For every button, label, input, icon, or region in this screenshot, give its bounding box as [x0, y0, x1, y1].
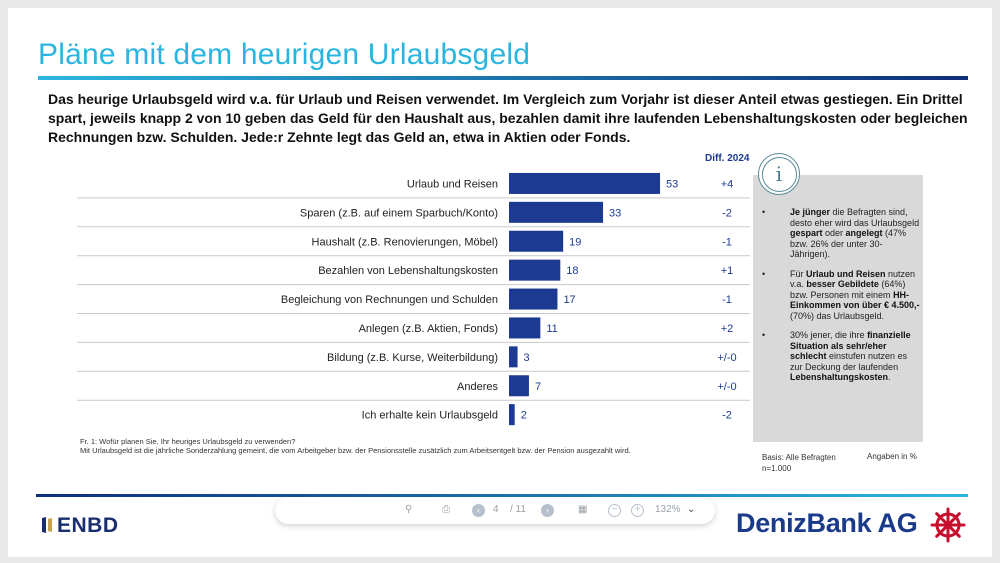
bar [509, 375, 529, 397]
info-bold-text: gespart [790, 228, 823, 238]
value-label: 19 [569, 236, 581, 248]
info-bold-text: besser Gebildete [806, 279, 879, 289]
ship-wheel-icon [930, 507, 966, 543]
info-bullet: • Je jünger die Befragten sind, desto ehe… [762, 207, 920, 260]
info-text: 30% jener, die ihre [790, 330, 868, 340]
diff-label: -2 [722, 410, 732, 422]
value-label: 2 [521, 410, 527, 422]
next-page-button[interactable]: › [541, 504, 554, 517]
page-title: Pläne mit dem heurigen Urlaubsgeld [38, 38, 531, 71]
info-text: die Befragten sind, desto eher wird das … [790, 207, 920, 228]
units-note: Angaben in % [867, 452, 917, 461]
value-label: 17 [563, 294, 575, 306]
chevron-down-icon[interactable]: ⌄ [687, 504, 696, 515]
category-label: Begleichung von Rechnungen und Schulden [281, 294, 498, 306]
info-icon: i [758, 153, 800, 195]
page-current[interactable]: 4 [493, 504, 499, 515]
diff-label: -1 [722, 294, 732, 306]
basis-label: Basis: Alle Befragten [762, 453, 836, 462]
bar [509, 201, 604, 223]
info-bullet: • 30% jener, die ihre finanzielle Situati… [762, 330, 920, 383]
info-bold-text: Je jünger [790, 207, 831, 217]
info-text: einstufen nutzen es zur Deckung der lauf… [790, 351, 908, 372]
info-text: oder [822, 228, 846, 238]
bar [509, 288, 558, 310]
category-label: Bildung (z.B. Kurse, Weiterbildung) [327, 352, 498, 364]
category-label: Sparen (z.B. auf einem Sparbuch/Konto) [300, 207, 498, 219]
bar [509, 346, 518, 368]
fit-page-icon[interactable]: ▦ [578, 504, 588, 515]
slide-subtitle: Das heurige Urlaubsgeld wird v.a. für Ur… [48, 91, 968, 145]
bullet-marker: • [762, 207, 766, 217]
enbd-mark-icon [42, 517, 52, 533]
info-text: (70%) das Urlaubsgeld. [790, 310, 885, 321]
zoom-out-button[interactable]: − [608, 504, 621, 517]
info-bullets: • Je jünger die Befragten sind, desto ehe… [762, 207, 920, 392]
print-icon[interactable]: ⎙ [442, 504, 450, 515]
diff-column-header: Diff. 2024 [705, 153, 750, 164]
diff-label: +/-0 [717, 352, 736, 364]
diff-label: -2 [722, 207, 732, 219]
value-label: 3 [524, 352, 530, 364]
info-text: (47% bzw. 26% der unter 30-Jährigen). [790, 228, 907, 259]
footnote-question: Fr. 1: Wofür planen Sie, Ihr heuriges Ur… [80, 437, 296, 446]
diff-label: +4 [721, 178, 734, 190]
category-label: Ich erhalte kein Urlaubsgeld [362, 410, 498, 422]
category-label: Anderes [457, 381, 498, 393]
category-label: Anlegen (z.B. Aktien, Fonds) [359, 323, 498, 335]
denizbank-logo: DenizBank AG [736, 508, 918, 538]
zoom-in-button[interactable]: + [631, 504, 644, 517]
bar [509, 317, 541, 339]
bar [509, 230, 564, 252]
zoom-level[interactable]: 132% [655, 504, 681, 515]
search-icon[interactable]: ⚲ [405, 504, 413, 515]
enbd-logo-text: ENBD [57, 514, 119, 537]
info-text: Für [790, 268, 807, 279]
info-panel [753, 175, 923, 442]
diff-label: +1 [721, 265, 734, 277]
bullet-marker: • [762, 268, 766, 279]
info-bold-text: angelegt [845, 228, 883, 238]
bar [509, 172, 661, 194]
viewer-toolbar: ⚲ ⎙ ‹ 4 / 11 › ▦ − + 132% ⌄ [275, 497, 715, 524]
value-label: 18 [566, 265, 578, 277]
previous-page-button[interactable]: ‹ [472, 504, 485, 517]
bar [509, 404, 515, 426]
bullet-marker: • [762, 330, 766, 340]
bar [509, 259, 561, 281]
info-text: nutzen v.a. [790, 268, 916, 290]
footnote-note: Mit Urlaubsgeld ist die jährliche Sonder… [80, 446, 631, 455]
info-bold-text: Urlaub und Reisen [806, 268, 886, 279]
footer-divider [36, 494, 968, 497]
footnote: Fr. 1: Wofür planen Sie, Ihr heuriges Ur… [80, 437, 750, 455]
diff-label: +/-0 [717, 381, 736, 393]
category-label: Urlaub und Reisen [407, 178, 498, 190]
enbd-logo: ENBD [40, 514, 119, 538]
value-label: 7 [535, 381, 541, 393]
info-bullet: • Für Urlaub und Reisen nutzen v.a. besse… [762, 269, 920, 322]
basis-note: Basis: Alle Befragten n=1.000 [762, 452, 836, 474]
title-divider [38, 76, 968, 80]
value-label: 33 [609, 207, 621, 219]
info-bold-text: HH-Einkommen von über € 4.500,- [790, 289, 920, 311]
page-total: / 11 [510, 504, 526, 515]
value-label: 11 [546, 323, 557, 335]
info-text: (64%) bzw. Personen mit einem [790, 279, 906, 300]
info-bold-text: finanzielle Situation als sehr/eher schl… [790, 330, 911, 361]
diff-label: -1 [722, 236, 732, 248]
info-bold-text: Lebenshaltungskosten [790, 372, 889, 382]
category-label: Haushalt (z.B. Renovierungen, Möbel) [312, 236, 498, 248]
diff-label: +2 [721, 323, 734, 335]
info-text: . [888, 372, 891, 382]
category-label: Bezahlen von Lebenshaltungskosten [318, 265, 498, 277]
sample-size: n=1.000 [762, 464, 792, 473]
value-label: 53 [666, 178, 678, 190]
